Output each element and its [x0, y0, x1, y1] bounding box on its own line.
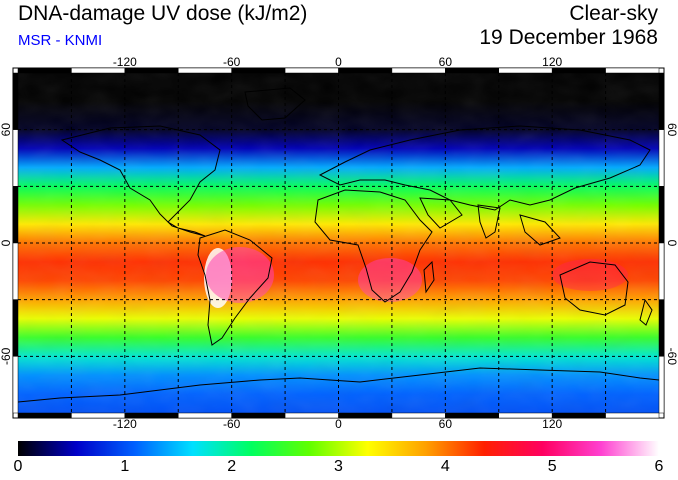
colorbar-label: 0	[13, 458, 23, 475]
south-america-high	[206, 247, 274, 303]
frame-bar-bottom	[338, 412, 393, 419]
lon-tick-label: -60	[223, 417, 241, 431]
australia-high	[552, 259, 628, 291]
chart-title: DNA-damage UV dose (kJ/m2)	[18, 2, 308, 25]
frame-bar-right	[658, 356, 665, 414]
frame-bar-bottom	[391, 412, 446, 419]
frame-bar-bottom	[445, 412, 500, 419]
lon-tick-label: 0	[335, 417, 342, 431]
lon-ticks-bottom: -120 -60 0 60 120	[113, 417, 563, 431]
frame-bar-top	[605, 67, 660, 74]
lon-tick-label: -60	[223, 55, 241, 69]
frame-bar-right	[658, 299, 665, 357]
coast-new-zealand	[639, 298, 653, 326]
colorbar	[18, 441, 659, 456]
coast-australia	[559, 261, 629, 316]
frame-bar-left	[12, 299, 19, 357]
map-graticule	[18, 73, 659, 413]
lon-tick-label: 120	[542, 55, 562, 69]
lat-tick-label: 0	[665, 240, 678, 247]
source-label: MSR - KNMI	[18, 32, 103, 49]
frame-bar-left	[12, 186, 19, 244]
coast-madagascar	[423, 260, 435, 294]
coast-india	[477, 204, 501, 239]
colorbar-label: 5	[547, 458, 557, 475]
map-date: 19 December 1968	[479, 26, 658, 49]
frame-bar-bottom	[605, 412, 660, 419]
frame-bar-top	[17, 67, 72, 74]
frame-bar-bottom	[284, 412, 339, 419]
lat-ticks-left: 60 0 -60	[0, 123, 13, 365]
south-africa-high	[358, 258, 422, 302]
coast-eurasia	[318, 125, 651, 211]
frame-bar-left	[12, 242, 19, 300]
frame-bar-bottom	[17, 412, 72, 419]
frame-bar-right	[658, 186, 665, 244]
lon-ticks-top: -120 -60 0 60 120	[113, 55, 563, 69]
lat-tick-label: -60	[665, 348, 678, 366]
frame-bar-top	[391, 67, 446, 74]
lon-tick-label: 0	[335, 55, 342, 69]
frame-bar-left	[12, 356, 19, 414]
colorbar-label: 2	[227, 458, 237, 475]
lon-tick-label: 120	[542, 417, 562, 431]
lon-tick-label: -120	[113, 417, 137, 431]
lon-tick-label: 60	[439, 55, 453, 69]
lat-tick-label: 0	[0, 239, 13, 246]
coast-north-america	[60, 125, 221, 237]
frame-bar-right	[658, 242, 665, 300]
coast-se-asia	[519, 214, 561, 246]
frame-bar-top	[445, 67, 500, 74]
lat-ticks-right: 60 0 -60	[665, 123, 678, 365]
frame-bar-left	[12, 72, 19, 130]
frame-bar-right	[658, 72, 665, 130]
colorbar-label: 4	[440, 458, 450, 475]
colorbar-label: 1	[120, 458, 130, 475]
frame-bar-top	[338, 67, 393, 74]
sky-condition: Clear-sky	[569, 2, 658, 25]
lon-tick-label: -120	[113, 55, 137, 69]
lat-tick-label: 60	[665, 123, 678, 137]
frame-bar-top	[284, 67, 339, 74]
frame-bar-left	[12, 129, 19, 187]
regional-highs	[204, 247, 628, 308]
lat-tick-label: -60	[0, 347, 13, 365]
lat-tick-label: 60	[0, 123, 13, 137]
colorbar-label: 6	[654, 458, 664, 475]
colorbar-label: 3	[334, 458, 343, 475]
coast-antarctica	[17, 367, 660, 403]
andes-high	[204, 248, 232, 308]
lon-tick-label: 60	[439, 417, 453, 431]
map-frame	[12, 67, 665, 419]
frame-bar-right	[658, 129, 665, 187]
